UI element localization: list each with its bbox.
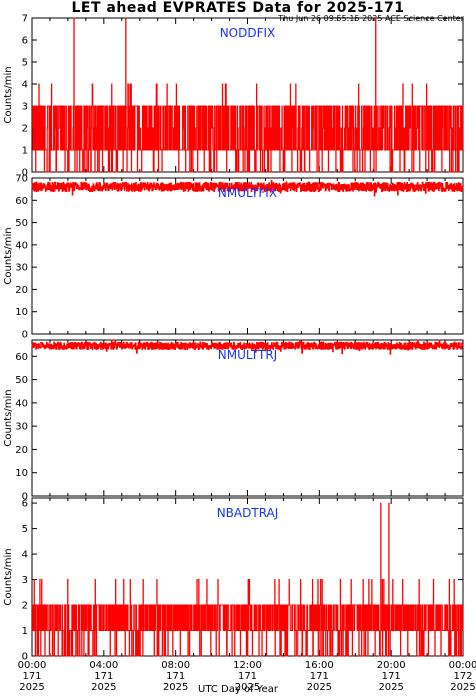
y-tick-label: 5 (22, 58, 28, 69)
x-tick-doy: 172 (453, 671, 472, 682)
x-tick-time: 16:00 (305, 660, 334, 671)
y-tick-label: 6 (22, 499, 28, 510)
y-tick-label: 3 (22, 575, 28, 586)
x-tick-year: 2025 (163, 682, 188, 693)
y-tick-label: 0 (22, 330, 28, 341)
y-tick-label: 1 (22, 626, 28, 637)
y-tick-label: 40 (15, 240, 28, 251)
x-tick-doy: 171 (166, 671, 185, 682)
y-tick-label: 4 (22, 80, 28, 91)
panel-nmultfix: 0 10 20 30 40 50 60 70 Counts/min NMULTFIX (3, 174, 464, 341)
x-tick-time: 08:00 (161, 660, 190, 671)
panel-nbadtraj: 0 1 2 3 4 5 6 Counts/min NBADTRAJ (3, 497, 464, 663)
y-tick-label: 60 (15, 196, 28, 207)
x-tick-time: 12:00 (233, 660, 262, 671)
panel-name: NMULTTRJ (218, 348, 277, 362)
x-tick-year: 2025 (307, 682, 332, 693)
x-tick-time: 00:00 (449, 660, 476, 671)
panel-nmulttrj: 0 10 20 30 40 50 60 Counts/min NMULTTRJ (3, 339, 464, 503)
x-tick-doy: 171 (22, 671, 41, 682)
y-tick-label: 20 (15, 445, 28, 456)
y-tick-label: 10 (15, 468, 28, 479)
x-tick-time: 20:00 (377, 660, 406, 671)
chart-title: LET ahead EVPRATES Data for 2025-171 (71, 0, 405, 16)
x-tick-time: 04:00 (89, 660, 118, 671)
y-tick-label: 10 (15, 307, 28, 318)
y-tick-label: 5 (22, 524, 28, 535)
y-tick-label: 50 (15, 218, 28, 229)
y-tick-label: 3 (22, 102, 28, 113)
panel-frame (31, 177, 464, 335)
y-tick-label: 2 (22, 124, 28, 135)
y-tick-label: 7 (22, 14, 28, 25)
x-tick-doy: 171 (310, 671, 329, 682)
panel-name: NMULTFIX (218, 186, 277, 200)
y-axis-label: Counts/min (3, 389, 14, 446)
panel-frame (31, 339, 464, 497)
y-tick-label: 30 (15, 263, 28, 274)
y-tick-label: 4 (22, 550, 28, 561)
panel-name: NBADTRAJ (217, 506, 279, 520)
y-axis-label: Counts/min (3, 227, 14, 284)
y-tick-label: 50 (15, 375, 28, 386)
y-tick-label: 40 (15, 398, 28, 409)
y-axis-label: Counts/min (3, 548, 14, 605)
y-tick-label: 70 (15, 174, 28, 185)
y-axis-label: Counts/min (3, 66, 14, 123)
series-line (31, 179, 464, 197)
x-axis-title: UTC Day of Year (198, 684, 278, 695)
x-tick-year: 2025 (450, 682, 475, 693)
series-line (32, 502, 464, 657)
y-tick-label: 2 (22, 601, 28, 612)
x-tick-year: 2025 (378, 682, 403, 693)
y-tick-label: 6 (22, 36, 28, 47)
series-line (31, 339, 464, 355)
x-tick-year: 2025 (19, 682, 44, 693)
y-tick-label: 30 (15, 422, 28, 433)
series-line (32, 17, 464, 173)
panel-name: NODDFIX (220, 26, 276, 40)
x-tick-doy: 171 (94, 671, 113, 682)
y-tick-label: 60 (15, 352, 28, 363)
x-tick-time: 00:00 (18, 660, 47, 671)
y-tick-label: 0 (22, 652, 28, 663)
x-tick-year: 2025 (235, 682, 260, 693)
x-tick-doy: 171 (382, 671, 401, 682)
y-tick-label: 0 (22, 168, 28, 179)
panel-noddfix: 0 1 2 3 4 5 6 7 Counts/min NODDFIX (3, 14, 464, 179)
x-tick-year: 2025 (91, 682, 116, 693)
y-tick-label: 20 (15, 285, 28, 296)
y-tick-label: 1 (22, 146, 28, 157)
y-tick-label: 0 (22, 492, 28, 503)
x-tick-doy: 171 (238, 671, 257, 682)
